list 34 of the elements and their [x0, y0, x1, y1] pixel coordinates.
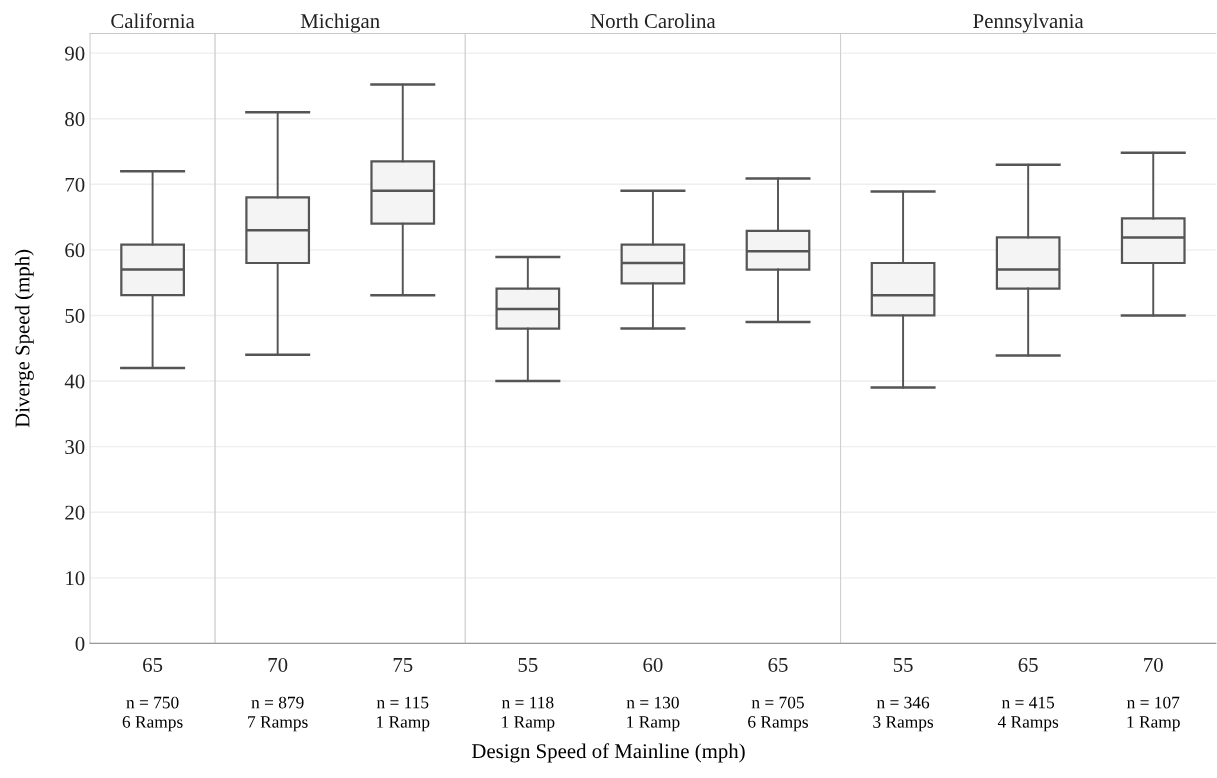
text: n = 750 6 Ramps [122, 696, 183, 732]
y-tick-label: 20 [65, 505, 85, 520]
y-tick-label: 70 [65, 177, 85, 192]
x-tick-label: 75 [393, 658, 413, 672]
y-tick-label: 80 [65, 112, 85, 127]
x-tick-label: 65 [1018, 657, 1038, 672]
text: n = 130 1 Ramp [626, 696, 680, 732]
x-axis-title: Design Speed of Mainline (mph) [471, 743, 745, 763]
text: n = 115 1 Ramp [376, 696, 430, 732]
x-tick-label: 65 [768, 657, 788, 672]
text: n = 415 4 Ramps [997, 696, 1059, 732]
text: n = 107 1 Ramp [1127, 696, 1180, 732]
text: n = 705 6 Ramps [748, 696, 808, 732]
y-tick-label: 30 [65, 440, 85, 455]
text: n = 879 7 Ramps [248, 696, 308, 732]
y-tick-label: 0 [75, 636, 85, 651]
text: n = 346 3 Ramps [873, 696, 934, 732]
text: n = 118 1 Ramp [501, 696, 555, 732]
chart-title: California [111, 13, 195, 29]
x-tick-label: 55 [893, 658, 913, 672]
chart-title: North Carolina [590, 13, 716, 29]
x-tick-label: 70 [268, 657, 288, 672]
chart-title: Michigan [300, 13, 380, 33]
y-tick-label: 60 [65, 243, 85, 258]
x-tick-label: 65 [143, 657, 163, 672]
x-tick-label: 55 [518, 658, 538, 672]
y-tick-label: 40 [64, 374, 85, 389]
y-tick-label: 50 [65, 308, 85, 323]
x-tick-label: 60 [643, 657, 663, 672]
x-tick-label: 70 [1144, 657, 1163, 672]
y-axis-title: Diverge Speed (mph) [14, 249, 34, 428]
chart-title: Pennsylvania [973, 13, 1084, 33]
y-tick-label: 10 [66, 571, 85, 586]
y-tick-label: 90 [65, 46, 85, 61]
